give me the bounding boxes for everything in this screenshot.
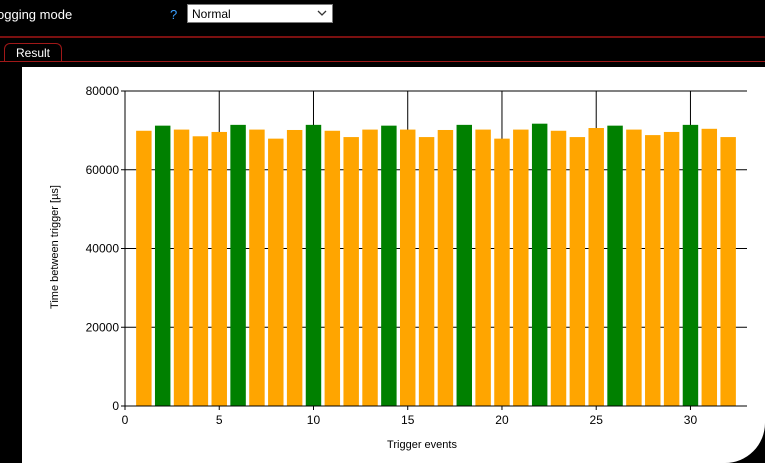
logging-mode-select[interactable]: Normal [187,4,333,23]
settings-bar: ogging mode ? Normal [0,0,765,33]
x-tick-label: 5 [216,413,223,427]
bar [286,129,303,406]
y-tick-label: 60000 [86,163,120,177]
bar [437,129,454,406]
bar [626,129,642,406]
logging-mode-value: Normal [192,7,231,21]
bar [418,137,435,406]
y-axis-label: Time between trigger [µs] [49,185,61,309]
x-axis-label: Trigger events [387,439,457,451]
bar [324,130,341,407]
y-tick-label: 40000 [86,242,120,256]
y-tick-label: 0 [112,399,119,413]
bar [720,137,736,406]
bar [701,128,718,407]
tab-strip-divider [0,36,765,38]
x-tick-label: 30 [684,413,698,427]
y-tick-label: 20000 [86,320,120,334]
bar [362,129,378,406]
chart-svg: 0 20000 40000 60000 80000 0 5 10 15 20 25 30 Trigge… [49,84,747,451]
bar [305,124,322,407]
bar [154,125,171,407]
result-chart: 0 20000 40000 60000 80000 0 5 10 15 20 25 30 Trigge… [22,67,765,463]
x-tick-label: 20 [495,413,509,427]
bar [663,131,680,406]
bar [399,129,416,406]
bar [607,125,623,407]
help-icon[interactable]: ? [170,7,178,22]
bar [456,124,473,407]
x-tick-label: 25 [590,413,604,427]
bar [136,130,152,407]
bar [550,130,567,407]
bar [475,129,491,406]
result-panel [0,61,765,463]
bar [645,135,661,406]
bar [494,138,510,407]
bar [230,124,246,407]
bar [211,131,227,406]
bar [513,129,529,406]
bar [682,124,699,407]
chevron-down-icon [317,10,327,16]
bar [531,123,548,407]
bar [173,129,190,406]
bar [381,125,397,407]
x-tick-label: 15 [401,413,415,427]
bar [588,128,604,406]
bar [343,137,359,406]
bar [268,138,284,407]
bar [192,136,209,406]
tab-result[interactable]: Result [4,43,62,62]
x-tick-label: 10 [307,413,321,427]
y-tick-label: 80000 [86,84,120,98]
bar [249,129,265,406]
logging-mode-label: ogging mode [0,7,73,22]
x-tick-label: 0 [122,413,129,427]
bar [569,137,586,406]
